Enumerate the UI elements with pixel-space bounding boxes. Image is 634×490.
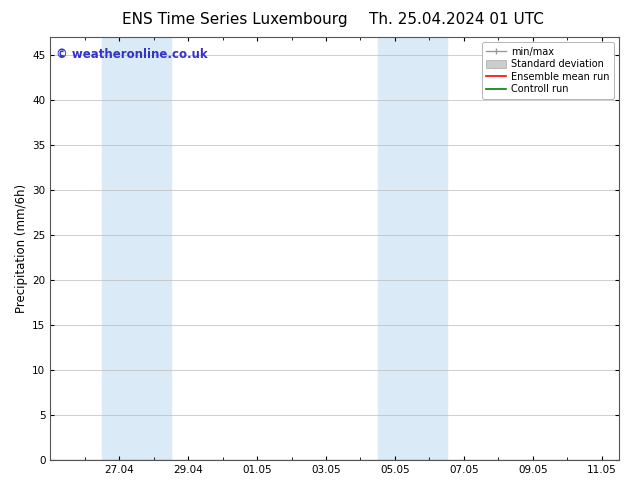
- Bar: [102, 37, 171, 460]
- Legend: min/max, Standard deviation, Ensemble mean run, Controll run: min/max, Standard deviation, Ensemble me…: [482, 42, 614, 99]
- Text: Th. 25.04.2024 01 UTC: Th. 25.04.2024 01 UTC: [369, 12, 544, 27]
- Text: ENS Time Series Luxembourg: ENS Time Series Luxembourg: [122, 12, 347, 27]
- Bar: [378, 37, 447, 460]
- Text: © weatheronline.co.uk: © weatheronline.co.uk: [56, 48, 207, 61]
- Y-axis label: Precipitation (mm/6h): Precipitation (mm/6h): [15, 184, 28, 313]
